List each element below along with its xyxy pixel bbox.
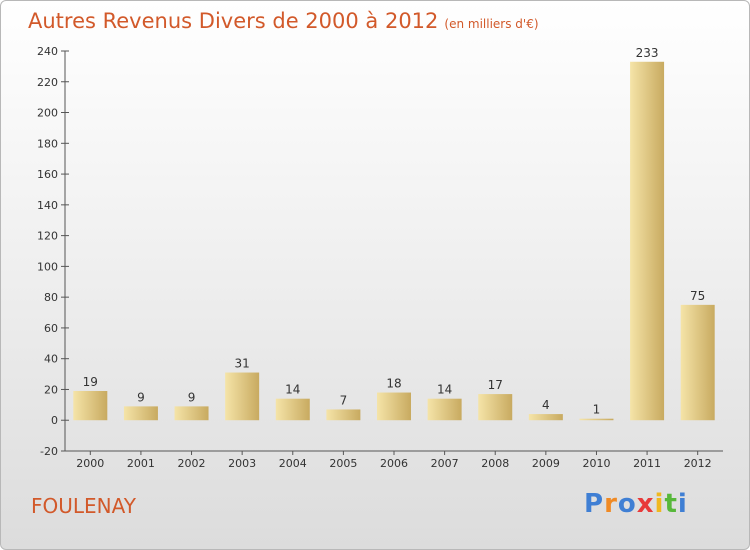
y-tick-label: 80 <box>44 291 58 304</box>
logo-letter: o <box>617 489 637 519</box>
x-tick-label-2004: 2004 <box>279 457 307 470</box>
bar-2005 <box>326 409 361 421</box>
commune-name: FOULENAY <box>31 494 136 518</box>
y-tick-label: 160 <box>37 168 58 181</box>
x-tick-label-2002: 2002 <box>178 457 206 470</box>
data-label-2001: 9 <box>137 390 145 404</box>
y-tick-label: 40 <box>44 353 58 366</box>
logo-letter: x <box>636 489 655 519</box>
y-tick-label: 0 <box>51 414 58 427</box>
bar-2010 <box>579 418 614 421</box>
data-label-2006: 18 <box>386 377 401 391</box>
data-label-2011: 233 <box>636 46 659 60</box>
bar-2000 <box>73 391 108 421</box>
data-label-2003: 31 <box>235 357 250 371</box>
x-tick-label-2008: 2008 <box>481 457 509 470</box>
bar-2011 <box>630 61 665 421</box>
bar-2009 <box>528 414 563 421</box>
data-label-2009: 4 <box>542 398 550 412</box>
data-label-2007: 14 <box>437 383 452 397</box>
logo-letter: i <box>677 489 688 519</box>
bar-2003 <box>225 372 260 421</box>
bar-2012 <box>680 304 715 421</box>
y-tick-label: 120 <box>37 230 58 243</box>
x-tick-label-2005: 2005 <box>329 457 357 470</box>
bar-2007 <box>427 398 462 421</box>
y-tick-label: -20 <box>40 445 58 458</box>
x-tick-label-2012: 2012 <box>684 457 712 470</box>
x-tick-label-2007: 2007 <box>431 457 459 470</box>
bar-2001 <box>123 406 158 421</box>
data-label-2000: 19 <box>83 375 98 389</box>
data-label-2012: 75 <box>690 289 705 303</box>
y-tick-label: 220 <box>37 76 58 89</box>
bar-2008 <box>478 394 513 421</box>
y-tick-label: 100 <box>37 260 58 273</box>
logo-letter: t <box>664 489 678 519</box>
data-label-2004: 14 <box>285 383 300 397</box>
bar-2004 <box>275 398 310 421</box>
y-tick-label: 140 <box>37 199 58 212</box>
title-unit: (en milliers d'€) <box>444 17 539 31</box>
x-tick-label-2003: 2003 <box>228 457 256 470</box>
y-tick-label: 20 <box>44 383 58 396</box>
bars <box>73 61 715 421</box>
x-tick-label-2006: 2006 <box>380 457 408 470</box>
y-tick-label: 60 <box>44 322 58 335</box>
bar-2006 <box>377 392 411 421</box>
chart-title: Autres Revenus Divers de 2000 à 2012 (en … <box>28 9 539 33</box>
y-tick-label: 180 <box>37 137 58 150</box>
y-tick-label: 240 <box>37 45 58 58</box>
logo-letter: P <box>584 489 605 519</box>
x-tick-label-2009: 2009 <box>532 457 560 470</box>
data-label-2008: 17 <box>488 378 503 392</box>
data-label-2010: 1 <box>593 403 601 417</box>
title-text: Autres Revenus Divers de 2000 à 2012 <box>28 9 439 33</box>
x-tick-label-2000: 2000 <box>76 457 104 470</box>
x-tick-label-2011: 2011 <box>633 457 661 470</box>
x-tick-label-2001: 2001 <box>127 457 155 470</box>
proxiti-logo: Proxiti <box>584 489 688 519</box>
y-tick-label: 200 <box>37 107 58 120</box>
logo-letter: r <box>604 489 618 519</box>
axes: -20 0 20 40 60 80 100 120 140 160 180 200 220 240 <box>37 45 723 458</box>
logo-letter: i <box>654 489 665 519</box>
data-label-2005: 7 <box>340 393 348 407</box>
x-tick-label-2010: 2010 <box>582 457 610 470</box>
bar-2002 <box>174 406 209 421</box>
data-label-2002: 9 <box>188 390 196 404</box>
labels: 1920009200192002312003142004720051820061… <box>76 46 711 470</box>
